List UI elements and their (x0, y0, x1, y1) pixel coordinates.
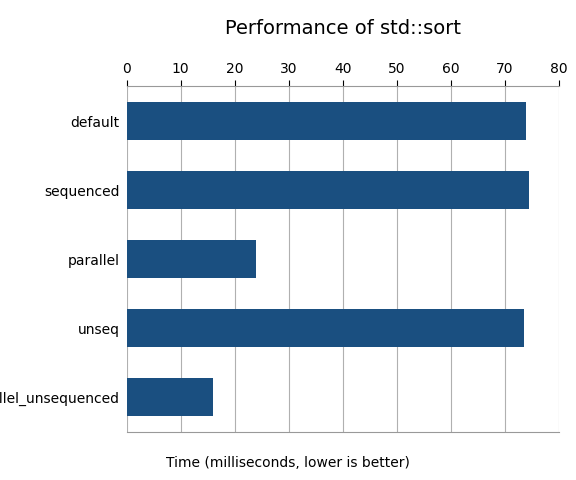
Bar (127, 378, 213, 416)
Bar (127, 102, 526, 140)
Bar (127, 171, 529, 209)
Bar (127, 309, 524, 347)
Text: Time (milliseconds, lower is better): Time (milliseconds, lower is better) (166, 456, 410, 470)
Title: Performance of std::sort: Performance of std::sort (225, 19, 461, 37)
Bar (127, 240, 256, 278)
